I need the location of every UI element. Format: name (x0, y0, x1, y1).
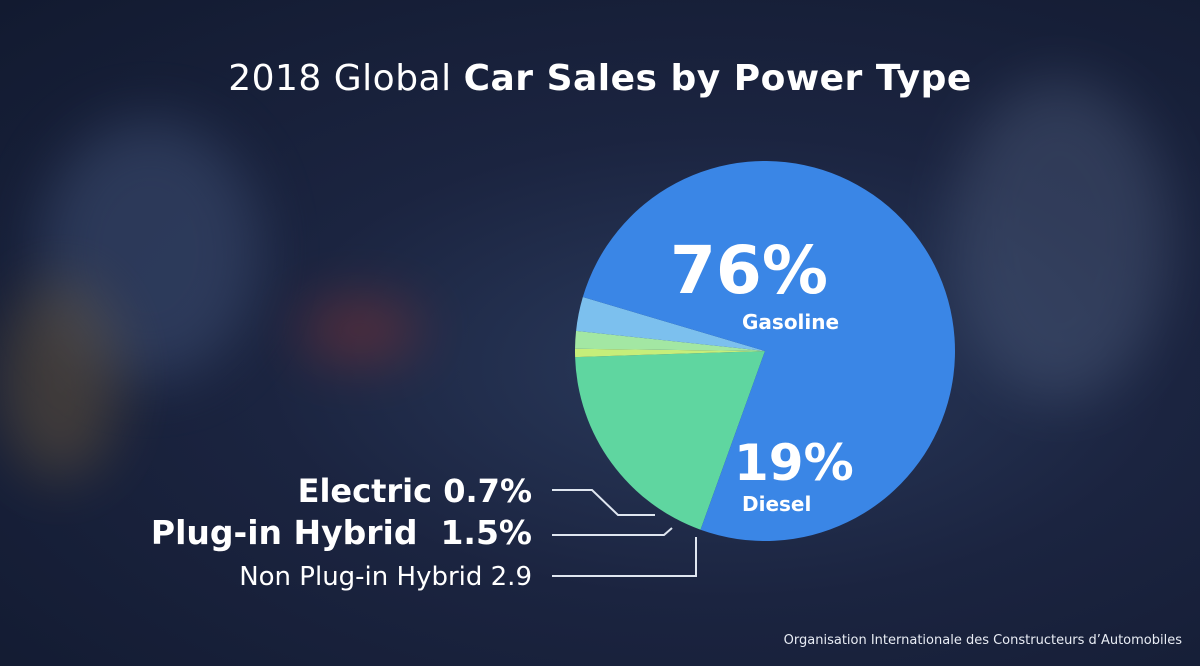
slice-plug-in-hybrid (575, 330, 765, 351)
background-light-1 (40, 120, 260, 380)
background-light-4 (950, 80, 1170, 400)
slice-diesel (575, 351, 765, 530)
background-light-3 (0, 280, 120, 480)
callout-line-nonplugin (552, 537, 697, 577)
pie-slices (574, 161, 955, 541)
slice-non-plug-in-hybrid (576, 297, 765, 351)
background-light-2 (300, 300, 420, 360)
title-light-part: 2018 Global (228, 58, 452, 99)
label-gasoline: 76% Gasoline (670, 232, 840, 335)
callout-plugin-hybrid: Plug-in Hybrid 1.5% (150, 513, 532, 552)
gasoline-name: Gasoline (742, 310, 840, 334)
callout-line-electric (552, 489, 655, 516)
title-bold-part: Car Sales by Power Type (463, 58, 972, 99)
callout-non-plugin-hybrid: Non Plug-in Hybrid 2.9 (239, 562, 532, 592)
chart-title: 2018 Global Car Sales by Power Type (0, 58, 1200, 99)
slice-gasoline (582, 161, 955, 541)
slice-electric (574, 348, 765, 358)
gasoline-percent: 76% (670, 232, 828, 309)
callout-line-plugin (552, 527, 673, 536)
label-diesel: 19% Diesel (734, 438, 854, 516)
callout-lines (552, 489, 697, 577)
source-credit: Organisation Internationale des Construc… (783, 633, 1182, 648)
diesel-percent: 19% (734, 434, 854, 492)
diesel-name: Diesel (742, 492, 812, 516)
callout-electric: Electric 0.7% (297, 472, 532, 510)
